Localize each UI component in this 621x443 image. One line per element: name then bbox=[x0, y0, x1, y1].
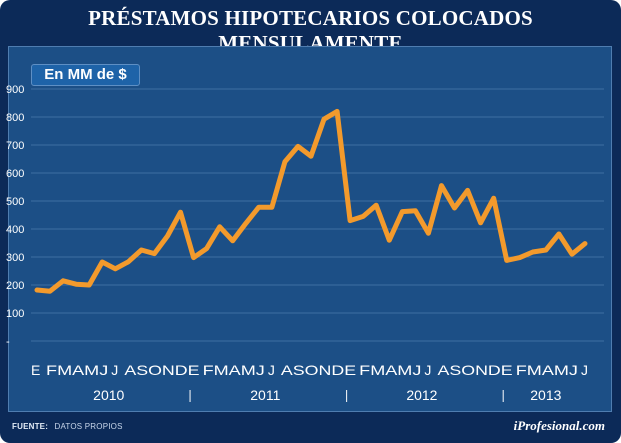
y-tick-label-700: 700 bbox=[6, 140, 24, 152]
data-point bbox=[426, 231, 431, 236]
data-point bbox=[126, 259, 131, 264]
month-label: J bbox=[111, 362, 118, 378]
data-point bbox=[230, 238, 235, 243]
data-point bbox=[139, 247, 144, 253]
data-point bbox=[269, 204, 275, 210]
data-point bbox=[165, 233, 170, 239]
data-point bbox=[504, 258, 509, 263]
data-point bbox=[452, 205, 457, 211]
month-label: E bbox=[31, 362, 40, 378]
data-point bbox=[478, 220, 483, 226]
data-point bbox=[439, 183, 444, 188]
y-tick-label-0: - bbox=[6, 336, 10, 348]
month-label: ASONDE bbox=[281, 362, 356, 378]
data-point bbox=[204, 246, 209, 251]
data-point bbox=[178, 210, 183, 215]
y-tick-label-100: 100 bbox=[6, 308, 24, 320]
chart-title: PRÉSTAMOS HIPOTECARIOS COLOCADOS MENSULA… bbox=[88, 6, 533, 55]
y-tick-label-400: 400 bbox=[6, 224, 24, 236]
source-note: FUENTE: DATOS PROPIOS bbox=[12, 422, 123, 431]
data-point bbox=[387, 238, 392, 243]
data-point bbox=[217, 224, 222, 229]
y-tick-label-500: 500 bbox=[6, 196, 24, 208]
month-label: FMAMJ bbox=[516, 362, 578, 378]
data-point bbox=[152, 251, 157, 256]
data-point bbox=[530, 249, 536, 255]
month-label: FMAMJ bbox=[359, 362, 421, 378]
data-point bbox=[400, 209, 405, 214]
year-label-2011: 2011 bbox=[250, 387, 280, 403]
data-point bbox=[47, 288, 53, 294]
unit-label: En MM de $ bbox=[31, 64, 140, 86]
data-point bbox=[413, 208, 418, 213]
data-point bbox=[374, 203, 379, 208]
data-point bbox=[282, 159, 288, 164]
data-point bbox=[256, 204, 262, 210]
data-point bbox=[543, 247, 549, 253]
data-point bbox=[360, 214, 366, 219]
y-tick-label-300: 300 bbox=[6, 252, 24, 264]
y-tick-label-800: 800 bbox=[6, 112, 24, 124]
brand-logo: iProfesional.com bbox=[513, 418, 605, 433]
data-point bbox=[113, 266, 118, 271]
year-label-2012: 2012 bbox=[406, 387, 437, 403]
year-label-2013: 2013 bbox=[530, 387, 561, 403]
month-label: J bbox=[268, 362, 275, 378]
source-value: DATOS PROPIOS bbox=[54, 422, 123, 431]
data-point bbox=[334, 109, 340, 114]
data-point bbox=[582, 241, 588, 246]
month-label: ASONDE bbox=[124, 362, 199, 378]
data-point bbox=[100, 259, 105, 265]
data-point bbox=[465, 188, 470, 193]
source-label: FUENTE: bbox=[12, 422, 49, 431]
month-label: J bbox=[424, 362, 431, 378]
data-point bbox=[60, 278, 66, 283]
data-point bbox=[308, 154, 314, 159]
y-tick-label-200: 200 bbox=[6, 280, 24, 292]
data-point bbox=[491, 196, 496, 201]
data-point bbox=[517, 255, 522, 260]
data-point bbox=[569, 252, 575, 257]
data-point bbox=[73, 281, 79, 287]
month-label: FMAMJ bbox=[203, 362, 265, 378]
month-label: J bbox=[581, 362, 588, 378]
data-point bbox=[191, 255, 196, 260]
data-point bbox=[347, 218, 353, 223]
y-tick-label-600: 600 bbox=[6, 168, 24, 180]
data-point bbox=[556, 231, 562, 237]
month-label: ASONDE bbox=[437, 362, 512, 378]
data-point bbox=[243, 221, 248, 226]
year-label-2010: 2010 bbox=[93, 387, 124, 403]
data-point bbox=[321, 117, 327, 122]
data-point bbox=[86, 282, 92, 288]
data-point bbox=[295, 144, 301, 149]
data-point bbox=[34, 287, 40, 293]
y-tick-label-900: 900 bbox=[6, 84, 24, 96]
month-label: FMAMJ bbox=[46, 362, 108, 378]
